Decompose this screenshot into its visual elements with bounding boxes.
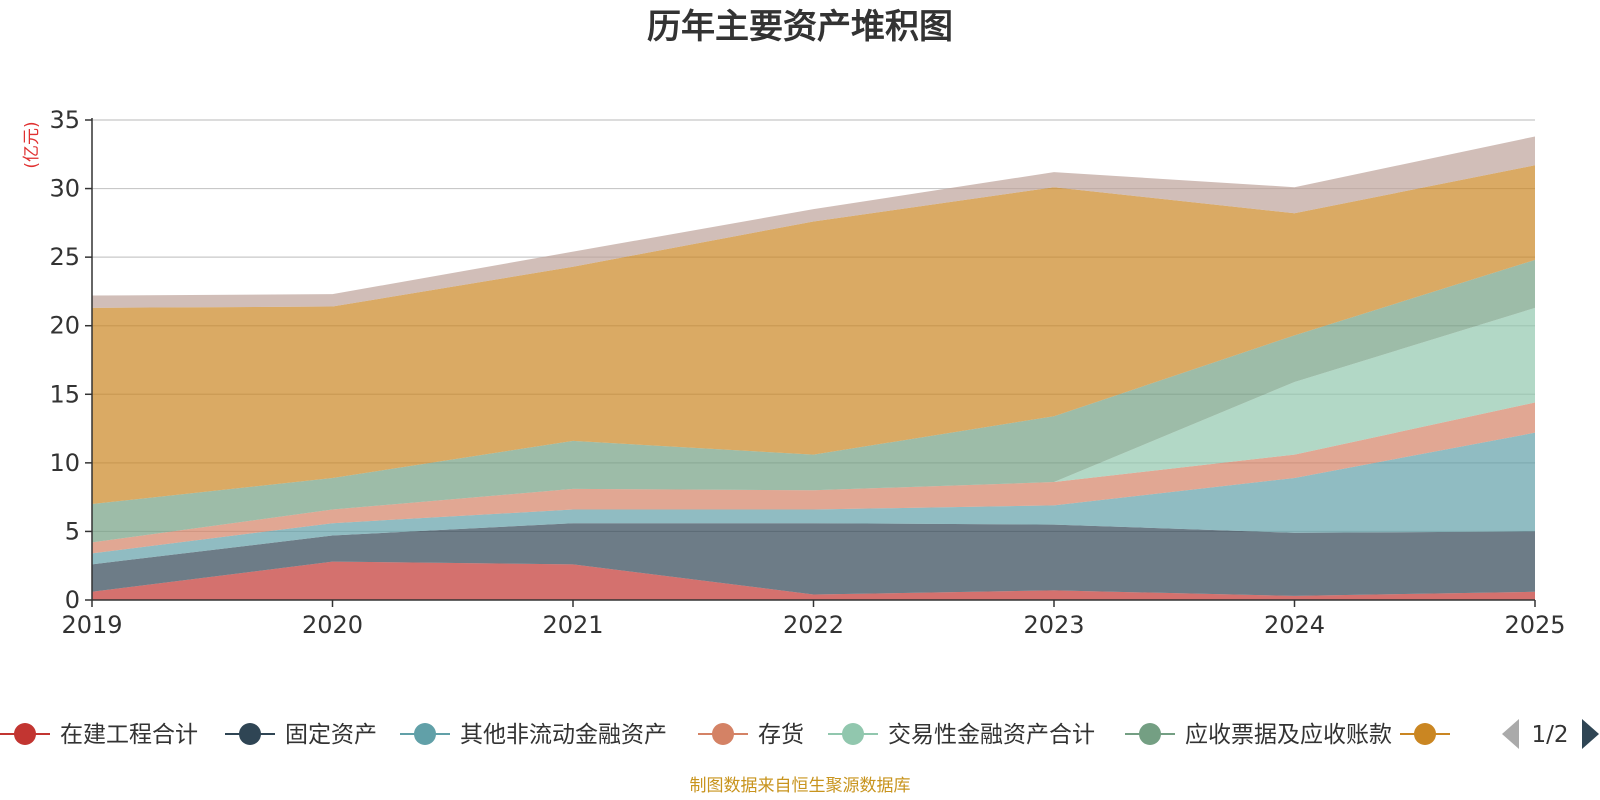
legend-swatch-circle	[14, 723, 36, 745]
x-tick-label: 2020	[302, 611, 363, 639]
legend-item-6[interactable]: 应收票据及应收账款	[1125, 722, 1392, 748]
area-series-2[interactable]	[92, 523, 1535, 596]
x-tick-label: 2023	[1023, 611, 1084, 639]
x-tick-label: 2024	[1264, 611, 1325, 639]
legend-swatch-circle	[414, 723, 436, 745]
y-axis-unit-label: (亿元)	[22, 121, 42, 168]
legend: 在建工程合计 固定资产 其他非流动金融资产 存货 交易性金融资产合计 应收票据及应收账款 1…	[0, 719, 1599, 749]
area-series-group	[92, 136, 1535, 600]
legend-item-7[interactable]	[1400, 723, 1450, 745]
y-tick-label: 30	[49, 175, 80, 203]
chart-title: 历年主要资产堆积图	[647, 7, 953, 47]
legend-page-indicator: 1/2	[1531, 722, 1568, 748]
legend-swatch-circle	[239, 723, 261, 745]
y-tick-label: 15	[49, 380, 80, 408]
x-tick-label: 2025	[1504, 611, 1565, 639]
area-series-7[interactable]	[92, 165, 1535, 504]
y-tick-label: 5	[65, 517, 80, 545]
x-tick-label: 2022	[783, 611, 844, 639]
legend-item-5[interactable]: 交易性金融资产合计	[828, 722, 1095, 748]
y-tick-label: 35	[49, 106, 80, 134]
legend-label: 存货	[758, 722, 804, 748]
legend-label: 在建工程合计	[60, 722, 198, 748]
legend-label: 交易性金融资产合计	[888, 722, 1095, 748]
y-tick-label: 10	[49, 449, 80, 477]
y-tick-label: 0	[65, 586, 80, 614]
legend-label: 固定资产	[285, 722, 377, 748]
legend-item-4[interactable]: 存货	[698, 722, 804, 748]
area-series-1[interactable]	[92, 561, 1535, 600]
legend-item-3[interactable]: 其他非流动金融资产	[400, 722, 667, 748]
area-series-5[interactable]	[92, 307, 1535, 543]
legend-label: 应收票据及应收账款	[1185, 722, 1392, 748]
legend-swatch-circle	[1414, 723, 1436, 745]
y-tick-label: 25	[49, 243, 80, 271]
legend-swatch-circle	[1139, 723, 1161, 745]
legend-swatch-circle	[712, 723, 734, 745]
x-tick-label: 2021	[542, 611, 603, 639]
source-label: 制图数据来自恒生聚源数据库	[690, 776, 911, 796]
legend-item-1[interactable]: 在建工程合计	[0, 722, 198, 748]
area-series-6[interactable]	[92, 259, 1535, 543]
area-series-3[interactable]	[92, 432, 1535, 565]
legend-next-arrow-icon[interactable]	[1582, 719, 1599, 749]
legend-swatch-circle	[842, 723, 864, 745]
legend-prev-arrow-icon[interactable]	[1502, 719, 1519, 749]
y-tick-label: 20	[49, 312, 80, 340]
legend-label: 其他非流动金融资产	[460, 722, 667, 748]
x-tick-label: 2019	[61, 611, 122, 639]
legend-item-2[interactable]: 固定资产	[225, 722, 377, 748]
area-series-4[interactable]	[92, 402, 1535, 554]
